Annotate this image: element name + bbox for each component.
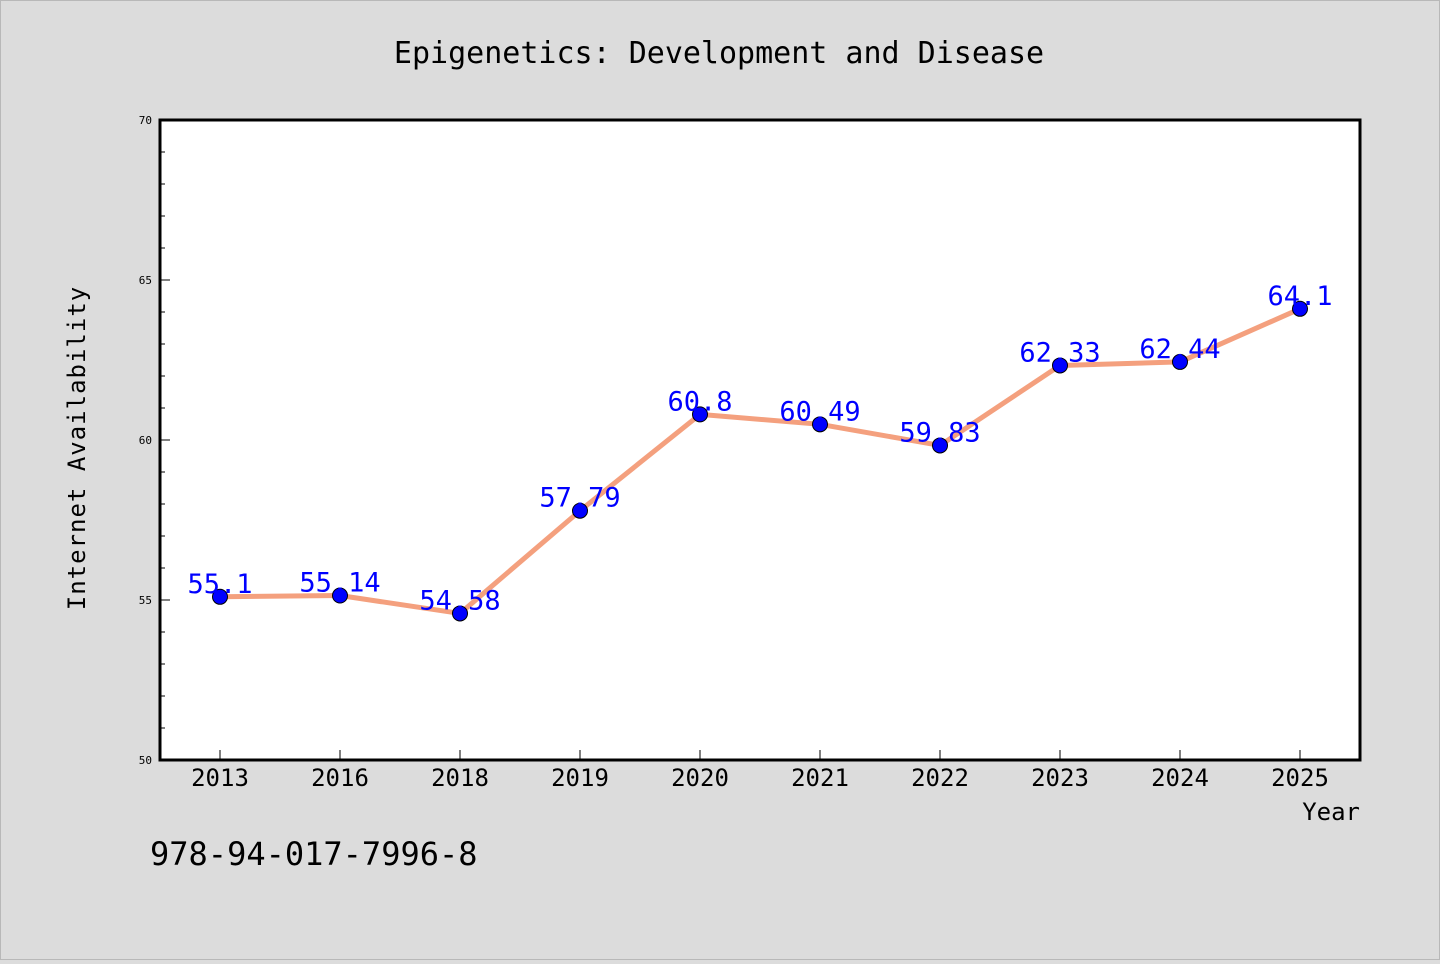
data-point — [572, 502, 588, 519]
data-point — [212, 588, 228, 605]
data-point — [332, 587, 348, 604]
data-point — [1172, 353, 1188, 370]
series-layer — [212, 300, 1308, 622]
data-point — [932, 437, 948, 454]
data-label: 64.1 — [1267, 281, 1332, 312]
data-point — [692, 406, 708, 423]
data-label: 55.14 — [299, 568, 380, 599]
footer-code: 978-94-017-7996-8 — [150, 835, 478, 873]
y-axis-label: Internet Availability — [63, 286, 91, 610]
data-label: 62.44 — [1139, 334, 1220, 365]
data-label: 60.49 — [779, 396, 860, 427]
data-label: 60.8 — [667, 386, 732, 417]
x-tick-label: 2013 — [191, 764, 249, 792]
data-label: 59.83 — [899, 417, 980, 448]
plot-frame — [158, 118, 1362, 762]
data-label: 55.1 — [187, 569, 252, 600]
data-point — [812, 416, 828, 433]
data-label: 62.33 — [1019, 337, 1100, 368]
x-tick-label: 2023 — [1031, 764, 1089, 792]
y-tick-label: 65 — [139, 274, 152, 287]
y-tick-label: 70 — [139, 114, 152, 127]
series-line — [217, 306, 1303, 616]
data-point — [452, 605, 468, 622]
x-tick-label: 2022 — [911, 764, 969, 792]
data-point — [1052, 357, 1068, 374]
chart-title: Epigenetics: Development and Disease — [394, 36, 1044, 71]
data-point — [1292, 300, 1308, 317]
data-label: 57.79 — [539, 483, 620, 514]
x-tick-label: 2018 — [431, 764, 489, 792]
data-label-layer: 55.1 55.14 54.58 57.79 60.8 60.49 59.83 62.33 62… — [187, 281, 1332, 617]
x-axis-label: Year — [1302, 798, 1360, 826]
data-label: 54.58 — [419, 585, 500, 616]
y-tick-label: 60 — [139, 434, 152, 447]
x-tick-label: 2021 — [791, 764, 849, 792]
x-tick-label: 2020 — [671, 764, 729, 792]
y-tick-label: 50 — [139, 754, 152, 767]
x-tick-label: 2016 — [311, 764, 369, 792]
x-axis: 2013 2016 2018 2019 2020 2021 2022 2023 2024 2025 — [191, 750, 1329, 792]
plot-area — [160, 120, 1360, 760]
x-tick-label: 2019 — [551, 764, 609, 792]
y-tick-label: 55 — [139, 594, 152, 607]
x-tick-label: 2025 — [1271, 764, 1329, 792]
x-tick-label: 2024 — [1151, 764, 1209, 792]
y-axis: 50 55 60 65 70 — [139, 114, 170, 767]
